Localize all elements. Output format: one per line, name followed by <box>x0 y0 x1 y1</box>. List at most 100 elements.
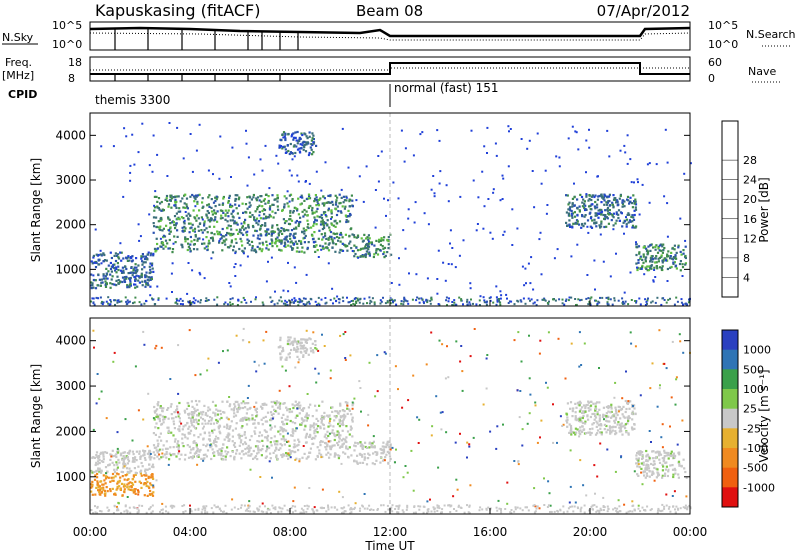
data-cell <box>130 486 133 489</box>
data-cell <box>365 247 368 250</box>
data-cell <box>103 479 106 482</box>
data-cell <box>383 445 386 448</box>
data-cell <box>234 238 237 241</box>
data-cell <box>181 230 184 233</box>
data-cell <box>612 194 615 197</box>
data-cell <box>245 234 249 237</box>
noise-cell <box>95 402 98 405</box>
data-cell <box>165 224 168 227</box>
data-cell <box>335 235 339 239</box>
data-cell <box>148 467 151 470</box>
data-cell <box>120 251 123 254</box>
data-cell <box>196 447 199 451</box>
data-cell <box>294 416 297 419</box>
data-cell <box>267 195 270 198</box>
data-cell <box>264 230 267 233</box>
ground-cell <box>246 508 248 511</box>
data-cell <box>256 208 259 211</box>
noise-cell <box>341 127 344 130</box>
noise-cell <box>412 374 415 377</box>
data-cell <box>244 447 247 451</box>
data-cell <box>144 450 147 453</box>
noise-cell <box>413 221 416 224</box>
data-cell <box>127 460 131 463</box>
noise-cell <box>489 430 492 433</box>
ground-cell <box>101 300 103 303</box>
data-cell <box>129 481 132 484</box>
data-cell <box>184 227 187 230</box>
data-cell <box>355 246 358 249</box>
data-cell <box>235 422 238 425</box>
data-cell <box>194 197 197 201</box>
data-cell <box>641 258 644 261</box>
data-cell <box>238 247 241 251</box>
data-cell <box>247 454 250 457</box>
data-cell <box>148 271 151 275</box>
noise-cell <box>648 201 651 204</box>
data-cell <box>607 415 610 418</box>
noise-cell <box>558 165 561 168</box>
data-cell <box>353 255 356 258</box>
data-cell <box>309 426 312 429</box>
data-cell <box>210 231 213 235</box>
noise-cell <box>425 363 428 366</box>
noise-cell <box>153 204 156 207</box>
data-cell <box>177 412 180 415</box>
noise-cell <box>265 280 268 283</box>
data-cell <box>661 251 664 254</box>
noise-cell <box>596 475 599 478</box>
data-cell <box>669 266 672 269</box>
ground-cell <box>605 296 608 299</box>
data-cell <box>649 243 652 247</box>
data-cell <box>274 449 277 452</box>
ground-cell <box>167 511 170 514</box>
ground-cell <box>488 297 491 300</box>
data-cell <box>603 414 606 417</box>
data-cell <box>615 213 618 216</box>
ground-cell <box>651 300 654 303</box>
data-cell <box>310 139 313 142</box>
ground-cell <box>99 296 102 299</box>
data-cell <box>186 248 189 252</box>
data-cell <box>182 217 185 220</box>
data-cell <box>592 402 595 405</box>
data-cell <box>193 452 196 455</box>
ground-cell <box>243 299 246 301</box>
data-cell <box>231 210 235 213</box>
data-cell <box>115 284 118 287</box>
noise-cell <box>297 361 300 364</box>
data-cell <box>222 197 225 200</box>
data-cell <box>599 208 602 211</box>
data-cell <box>134 271 137 274</box>
noise-cell <box>323 345 326 347</box>
noise-cell <box>219 238 222 241</box>
data-cell <box>123 280 127 283</box>
noise-cell <box>652 279 655 282</box>
noise-cell <box>450 263 453 266</box>
ground-cell <box>317 296 320 299</box>
data-cell <box>194 194 198 197</box>
data-cell <box>625 223 628 226</box>
noise-cell <box>400 129 403 132</box>
data-cell <box>573 196 576 199</box>
data-cell <box>116 463 119 466</box>
data-cell <box>638 252 641 255</box>
data-cell <box>165 452 168 456</box>
noise-cell <box>367 424 370 427</box>
noise-cell <box>398 283 401 286</box>
data-cell <box>381 445 384 448</box>
data-cell <box>167 216 170 219</box>
data-cell <box>660 267 663 270</box>
data-cell <box>571 410 574 413</box>
data-cell <box>291 428 294 431</box>
ground-cell <box>141 504 144 507</box>
data-cell <box>121 276 125 279</box>
noise-cell <box>297 180 300 183</box>
data-cell <box>661 457 664 460</box>
data-cell <box>105 259 108 262</box>
data-cell <box>584 405 587 408</box>
ground-cell <box>143 302 146 305</box>
ground-cell <box>291 298 294 301</box>
data-cell <box>90 287 93 290</box>
data-cell <box>654 261 657 264</box>
